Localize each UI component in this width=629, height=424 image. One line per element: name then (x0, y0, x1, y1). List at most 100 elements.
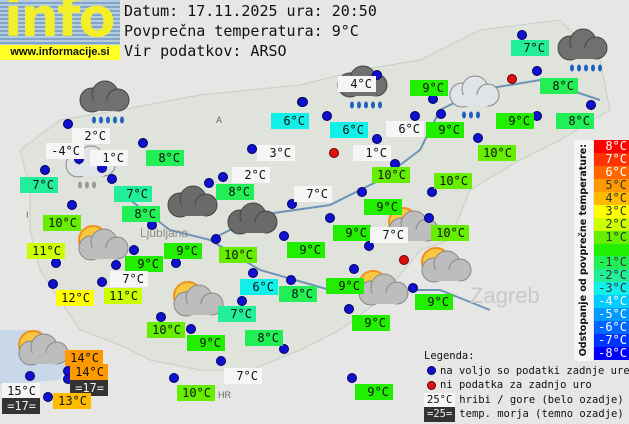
station-dot[interactable] (364, 241, 374, 251)
partly-cloudy-icon (173, 281, 224, 317)
station-dot[interactable] (410, 111, 420, 121)
station-dot[interactable] (218, 172, 228, 182)
station-dot[interactable] (436, 109, 446, 119)
station-dot[interactable] (372, 134, 382, 144)
station-dot[interactable] (473, 133, 483, 143)
station-dot[interactable] (211, 234, 221, 244)
temperature-label: 9°C (326, 278, 364, 294)
scale-row: -7°C (594, 334, 629, 347)
light-rain-icon (449, 75, 500, 119)
logo-url[interactable]: www.informacije.si (0, 45, 120, 60)
legend-sea: temp. morja (temno ozadje) (459, 408, 624, 420)
temperature-label: -4°C (46, 143, 84, 159)
partly-cloudy-icon (18, 330, 69, 366)
temperature-label: =17= (2, 398, 40, 414)
scale-row: 5°C (594, 178, 629, 192)
station-dot[interactable] (156, 312, 166, 322)
station-dot[interactable] (532, 66, 542, 76)
station-dot[interactable] (248, 268, 258, 278)
station-dot[interactable] (349, 264, 359, 274)
temperature-label: 8°C (216, 184, 254, 200)
station-dot[interactable] (287, 199, 297, 209)
scale-title: Odstopanje od povprečne temperature: (574, 140, 593, 361)
temperature-label: 6°C (386, 121, 424, 137)
station-dot[interactable] (372, 70, 382, 80)
station-dot[interactable] (298, 97, 308, 107)
station-dot[interactable] (171, 258, 181, 268)
station-dot[interactable] (357, 187, 367, 197)
temperature-label: 2°C (72, 128, 110, 144)
source-line: Vir podatkov: ARSO (124, 42, 287, 60)
station-dot[interactable] (586, 100, 596, 110)
temperature-label: 7°C (511, 40, 549, 56)
station-dot-missing[interactable] (329, 148, 339, 158)
station-dot[interactable] (322, 111, 332, 121)
station-dot[interactable] (286, 275, 296, 285)
temperature-label: 8°C (556, 113, 594, 129)
station-dot[interactable] (25, 371, 35, 381)
scale-row: -8°C (594, 347, 629, 360)
station-dot[interactable] (43, 392, 53, 402)
station-dot[interactable] (48, 279, 58, 289)
temperature-label: 4°C (338, 76, 376, 92)
station-dot[interactable] (51, 258, 61, 268)
temperature-label: 10°C (478, 145, 516, 161)
temperature-label: 9°C (355, 384, 393, 400)
temperature-label: 8°C (245, 330, 283, 346)
station-dot[interactable] (111, 260, 121, 270)
station-dot[interactable] (408, 283, 418, 293)
temperature-label: 9°C (164, 243, 202, 259)
station-dot[interactable] (344, 304, 354, 314)
station-dot[interactable] (427, 187, 437, 197)
legend-sea-sample: =25= (424, 407, 456, 422)
temperature-label: 15°C (2, 383, 40, 399)
temperature-label: 9°C (415, 294, 453, 310)
temperature-label: 6°C (330, 122, 368, 138)
station-dot[interactable] (424, 213, 434, 223)
station-dot[interactable] (325, 213, 335, 223)
station-dot[interactable] (279, 344, 289, 354)
temperature-label: 9°C (364, 199, 402, 215)
temperature-label: 9°C (496, 113, 534, 129)
temperature-label: 10°C (147, 322, 185, 338)
temperature-label: 7°C (114, 186, 152, 202)
temperature-label: 10°C (177, 385, 215, 401)
station-dot-missing[interactable] (399, 255, 409, 265)
station-dot[interactable] (347, 373, 357, 383)
logo-word: info (4, 0, 116, 49)
legend-missing: ni podatka za zadnjo uro (440, 379, 592, 391)
temperature-label: 9°C (426, 122, 464, 138)
temperature-label: 10°C (434, 173, 472, 189)
temperature-label: 7°C (370, 227, 408, 243)
scale-title-text: Odstopanje od povprečne temperature: (578, 144, 589, 357)
scale-row: -4°C (594, 295, 629, 309)
temperature-label: 7°C (294, 186, 332, 202)
weather-icons (18, 28, 608, 366)
station-dot[interactable] (169, 373, 179, 383)
map-label-zagreb: Zagreb (470, 283, 540, 308)
station-dot[interactable] (216, 356, 226, 366)
station-dot[interactable] (129, 245, 139, 255)
station-dot[interactable] (186, 324, 196, 334)
temperature-label: 11°C (104, 288, 142, 304)
station-dot[interactable] (97, 277, 107, 287)
station-dot[interactable] (138, 138, 148, 148)
temperature-label: 9°C (333, 225, 371, 241)
station-dot[interactable] (67, 200, 77, 210)
station-dot[interactable] (517, 30, 527, 40)
station-dot[interactable] (40, 165, 50, 175)
date-line: Datum: 17.11.2025 ura: 20:50 (124, 2, 377, 20)
station-dot[interactable] (63, 119, 73, 129)
temperature-label: 10°C (431, 225, 469, 241)
temperature-label: 13°C (53, 393, 91, 409)
station-dot[interactable] (237, 296, 247, 306)
scale-row: 1°C (594, 230, 629, 244)
temperature-label: 3°C (257, 145, 295, 161)
temperature-label: 2°C (232, 167, 270, 183)
station-dot[interactable] (204, 178, 214, 188)
station-dot-missing[interactable] (507, 74, 517, 84)
station-dot[interactable] (279, 231, 289, 241)
station-dot[interactable] (247, 144, 257, 154)
map-label-croatia: HR (218, 390, 231, 400)
station-dot[interactable] (107, 174, 117, 184)
